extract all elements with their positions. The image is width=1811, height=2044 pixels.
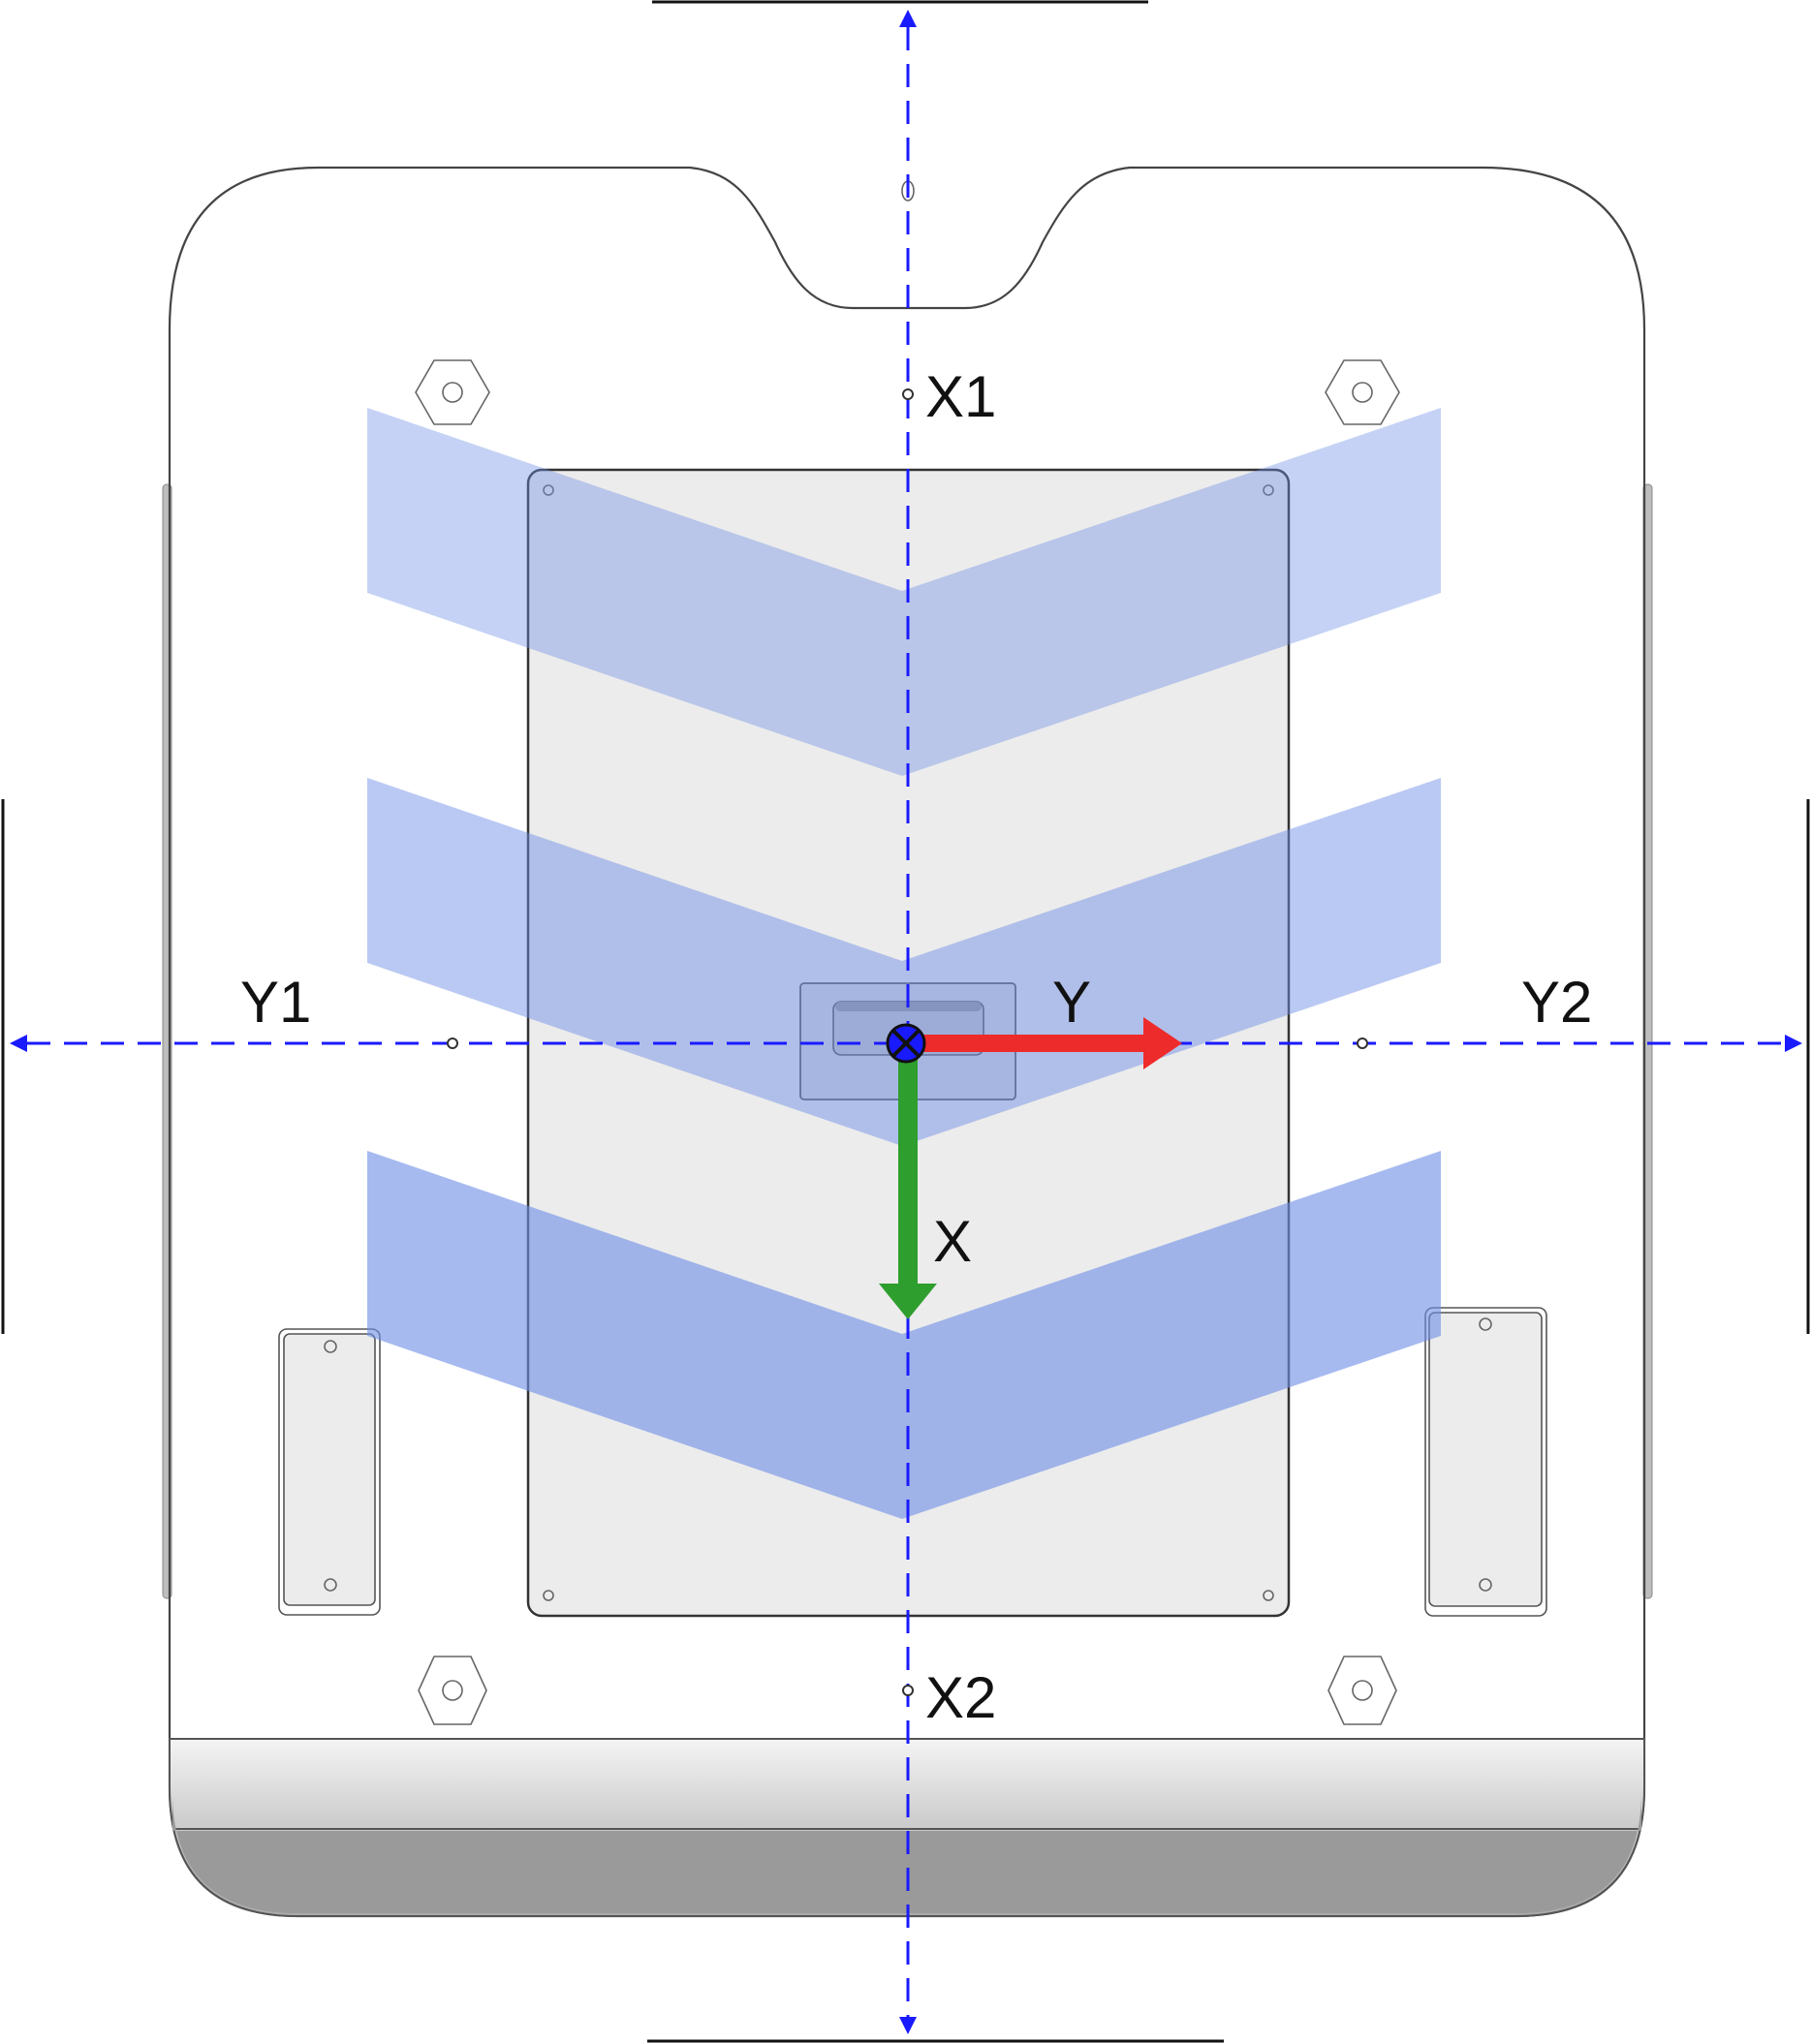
label-y2: Y2 <box>1521 970 1592 1035</box>
y2-point <box>1357 1037 1368 1049</box>
hex-nut-icon <box>415 359 490 425</box>
origin-cross-icon <box>886 1023 926 1064</box>
chevron-down-2 <box>367 778 1441 1146</box>
x1-point <box>902 388 914 400</box>
left-side-plate <box>278 1328 381 1616</box>
horizontal-dashed-axis <box>10 1035 1802 1052</box>
y1-point <box>447 1037 458 1049</box>
chevron-down-1 <box>367 408 1441 776</box>
label-y1: Y1 <box>240 970 311 1035</box>
x2-point <box>902 1685 914 1696</box>
label-x1: X1 <box>925 364 996 429</box>
x-axis-arrow <box>879 1043 937 1319</box>
label-y-axis: Y <box>1052 970 1091 1035</box>
label-x2: X2 <box>925 1665 996 1730</box>
chevron-down-3 <box>367 1151 1441 1519</box>
label-x-axis: X <box>933 1209 972 1274</box>
hex-nut-icon <box>1327 1656 1397 1725</box>
right-side-plate <box>1424 1307 1547 1617</box>
y-axis-arrow <box>906 1017 1182 1069</box>
hex-nut-icon <box>1325 359 1400 425</box>
hex-nut-icon <box>418 1656 487 1725</box>
